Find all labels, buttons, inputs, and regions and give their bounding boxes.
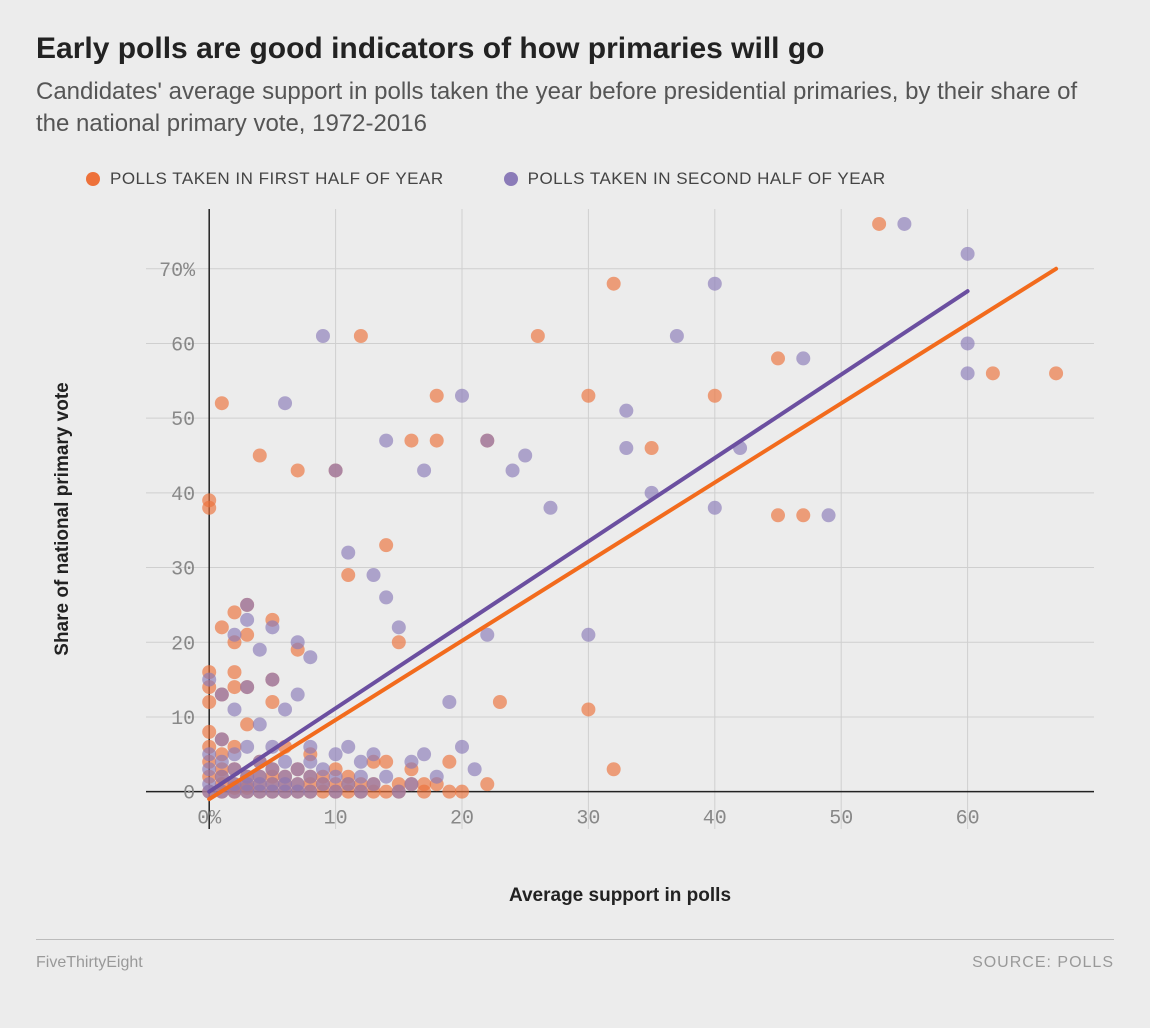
chart-title: Early polls are good indicators of how p… [36,32,1114,66]
svg-text:Average support in polls: Average support in polls [509,885,731,906]
svg-text:0: 0 [183,782,195,805]
legend-dot-icon [86,172,100,186]
svg-text:Share of national primary vote: Share of national primary vote [52,382,73,655]
scatter-chart: 0% 10 20 30 40 50 60 0 10 20 30 40 50 60 70% Average su… [36,199,1114,919]
svg-text:10: 10 [171,708,195,731]
legend: POLLS TAKEN IN FIRST HALF OF YEAR POLLS … [36,169,1114,189]
svg-text:60: 60 [956,807,980,830]
chart-footer: FiveThirtyEight SOURCE: POLLS [36,939,1114,972]
svg-text:0%: 0% [197,807,222,830]
footer-source: SOURCE: POLLS [972,954,1114,972]
svg-text:20: 20 [171,633,195,656]
svg-text:60: 60 [171,334,195,357]
legend-label: POLLS TAKEN IN FIRST HALF OF YEAR [110,169,444,189]
svg-text:30: 30 [576,807,600,830]
legend-item-first-half: POLLS TAKEN IN FIRST HALF OF YEAR [86,169,444,189]
footer-brand: FiveThirtyEight [36,954,143,972]
svg-text:40: 40 [703,807,727,830]
svg-text:70%: 70% [159,260,196,283]
svg-text:50: 50 [171,409,195,432]
svg-text:30: 30 [171,558,195,581]
svg-text:40: 40 [171,484,195,507]
svg-text:20: 20 [450,807,474,830]
legend-item-second-half: POLLS TAKEN IN SECOND HALF OF YEAR [504,169,886,189]
svg-text:50: 50 [829,807,853,830]
chart-subtitle: Candidates' average support in polls tak… [36,76,1114,141]
legend-dot-icon [504,172,518,186]
svg-text:10: 10 [324,807,348,830]
legend-label: POLLS TAKEN IN SECOND HALF OF YEAR [528,169,886,189]
